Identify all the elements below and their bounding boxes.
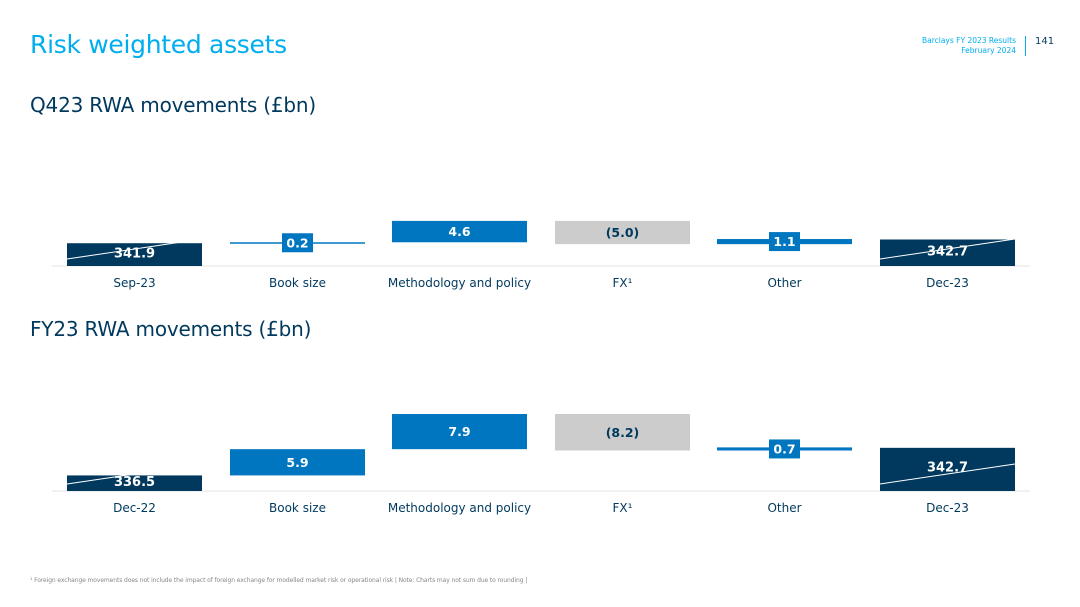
bar-book-size <box>230 449 365 476</box>
category-label-fx: FX¹ <box>613 501 633 515</box>
bar-trend-line <box>879 238 1016 260</box>
fy23-rwa-waterfall-chart: 336.5 Dec-22 5.9 Book size 7.9 Methodology an… <box>52 414 1030 515</box>
bar-end <box>880 447 1015 491</box>
category-label-end: Dec-23 <box>926 276 969 290</box>
data-label-book-size: 5.9 <box>286 455 308 470</box>
bar-start <box>67 243 202 266</box>
header-divider <box>1025 36 1026 56</box>
category-label-methodology-and-policy: Methodology and policy <box>388 276 531 290</box>
data-label-fx: (5.0) <box>606 225 640 240</box>
data-label-methodology-and-policy: 4.6 <box>448 224 470 239</box>
category-label-end: Dec-23 <box>926 501 969 515</box>
data-label-start: 341.9 <box>114 246 155 261</box>
category-label-start: Sep-23 <box>113 276 155 290</box>
q423-rwa-waterfall-chart: 341.9 Sep-23 0.2 Book size 4.6 Methodology an… <box>52 220 1030 290</box>
bar-fx <box>555 220 690 245</box>
report-info: Barclays FY 2023 Results February 2024 <box>922 36 1016 56</box>
category-label-book-size: Book size <box>269 501 326 515</box>
footnote: ¹ Foreign exchange movements does not in… <box>30 577 528 584</box>
data-label-other: 0.7 <box>773 441 795 456</box>
bar-methodology-and-policy <box>392 220 527 243</box>
data-label-end: 342.7 <box>927 461 968 476</box>
data-label-fx: (8.2) <box>606 425 640 440</box>
data-label-box-other <box>769 439 800 459</box>
data-label-other: 1.1 <box>773 234 795 249</box>
report-date: February 2024 <box>961 46 1016 55</box>
page-number: 141 <box>1035 36 1055 47</box>
category-label-fx: FX¹ <box>613 276 633 290</box>
bar-trend-line <box>66 238 203 260</box>
data-label-end: 342.7 <box>927 244 968 259</box>
category-label-methodology-and-policy: Methodology and policy <box>388 501 531 515</box>
bar-trend-line <box>879 463 1016 485</box>
data-label-book-size: 0.2 <box>286 235 308 250</box>
data-label-box-book-size <box>282 233 313 253</box>
bar-fx <box>555 414 690 451</box>
category-label-other: Other <box>767 276 801 290</box>
bar-methodology-and-policy <box>392 414 527 450</box>
data-label-start: 336.5 <box>114 475 155 490</box>
report-name: Barclays FY 2023 Results <box>921 36 1016 45</box>
fy23-chart-title: FY23 RWA movements (£bn) <box>30 317 312 341</box>
q423-chart-title: Q423 RWA movements (£bn) <box>30 93 316 117</box>
bar-end <box>880 239 1015 266</box>
category-label-other: Other <box>767 501 801 515</box>
category-label-start: Dec-22 <box>113 501 156 515</box>
category-label-book-size: Book size <box>269 276 326 290</box>
data-label-box-other <box>769 232 800 252</box>
page-title: Risk weighted assets <box>30 30 287 59</box>
data-label-methodology-and-policy: 7.9 <box>448 424 470 439</box>
bar-trend-line <box>66 463 203 485</box>
